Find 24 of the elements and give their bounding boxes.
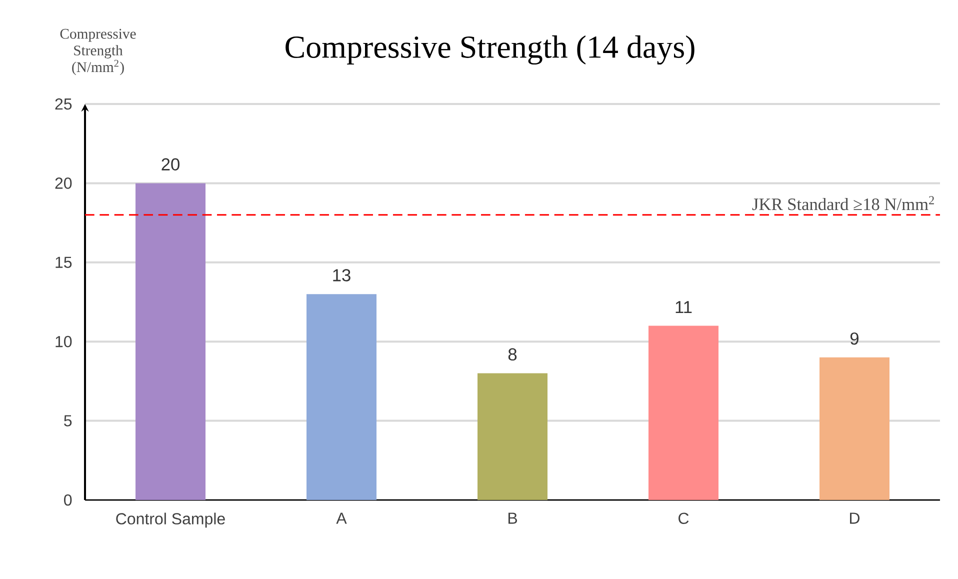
data-label: 20	[162, 158, 180, 170]
x-tick-label: C	[678, 512, 689, 524]
y-tick-label: 20	[55, 178, 72, 189]
bar	[478, 373, 548, 500]
x-tick-label: A	[336, 512, 347, 524]
bar	[648, 326, 718, 500]
y-tick-label: 10	[56, 336, 72, 348]
y-axis-title: Compressive Strength (N/mm$^{2}$)	[60, 28, 136, 76]
data-label: 11	[676, 301, 692, 314]
x-tick-label: B	[508, 512, 517, 524]
bar	[819, 357, 890, 500]
ref-line-label: JKR Standard ≥18 N/mm$^{2}$	[752, 196, 934, 210]
chart-title: Compressive Strength (14 days)	[286, 35, 694, 65]
y-tick-label: 5	[64, 415, 72, 426]
data-label: 8	[508, 348, 517, 361]
x-tick-label: Control Sample	[116, 512, 225, 528]
data-label: 9	[850, 332, 858, 345]
bar	[306, 294, 376, 500]
y-tick-label: 0	[64, 494, 72, 506]
y-tick-label: 15	[56, 256, 72, 268]
data-label: 13	[333, 269, 350, 282]
bar	[136, 183, 206, 500]
y-tick-label: 25	[55, 98, 72, 110]
x-tick-label: D	[850, 512, 860, 524]
